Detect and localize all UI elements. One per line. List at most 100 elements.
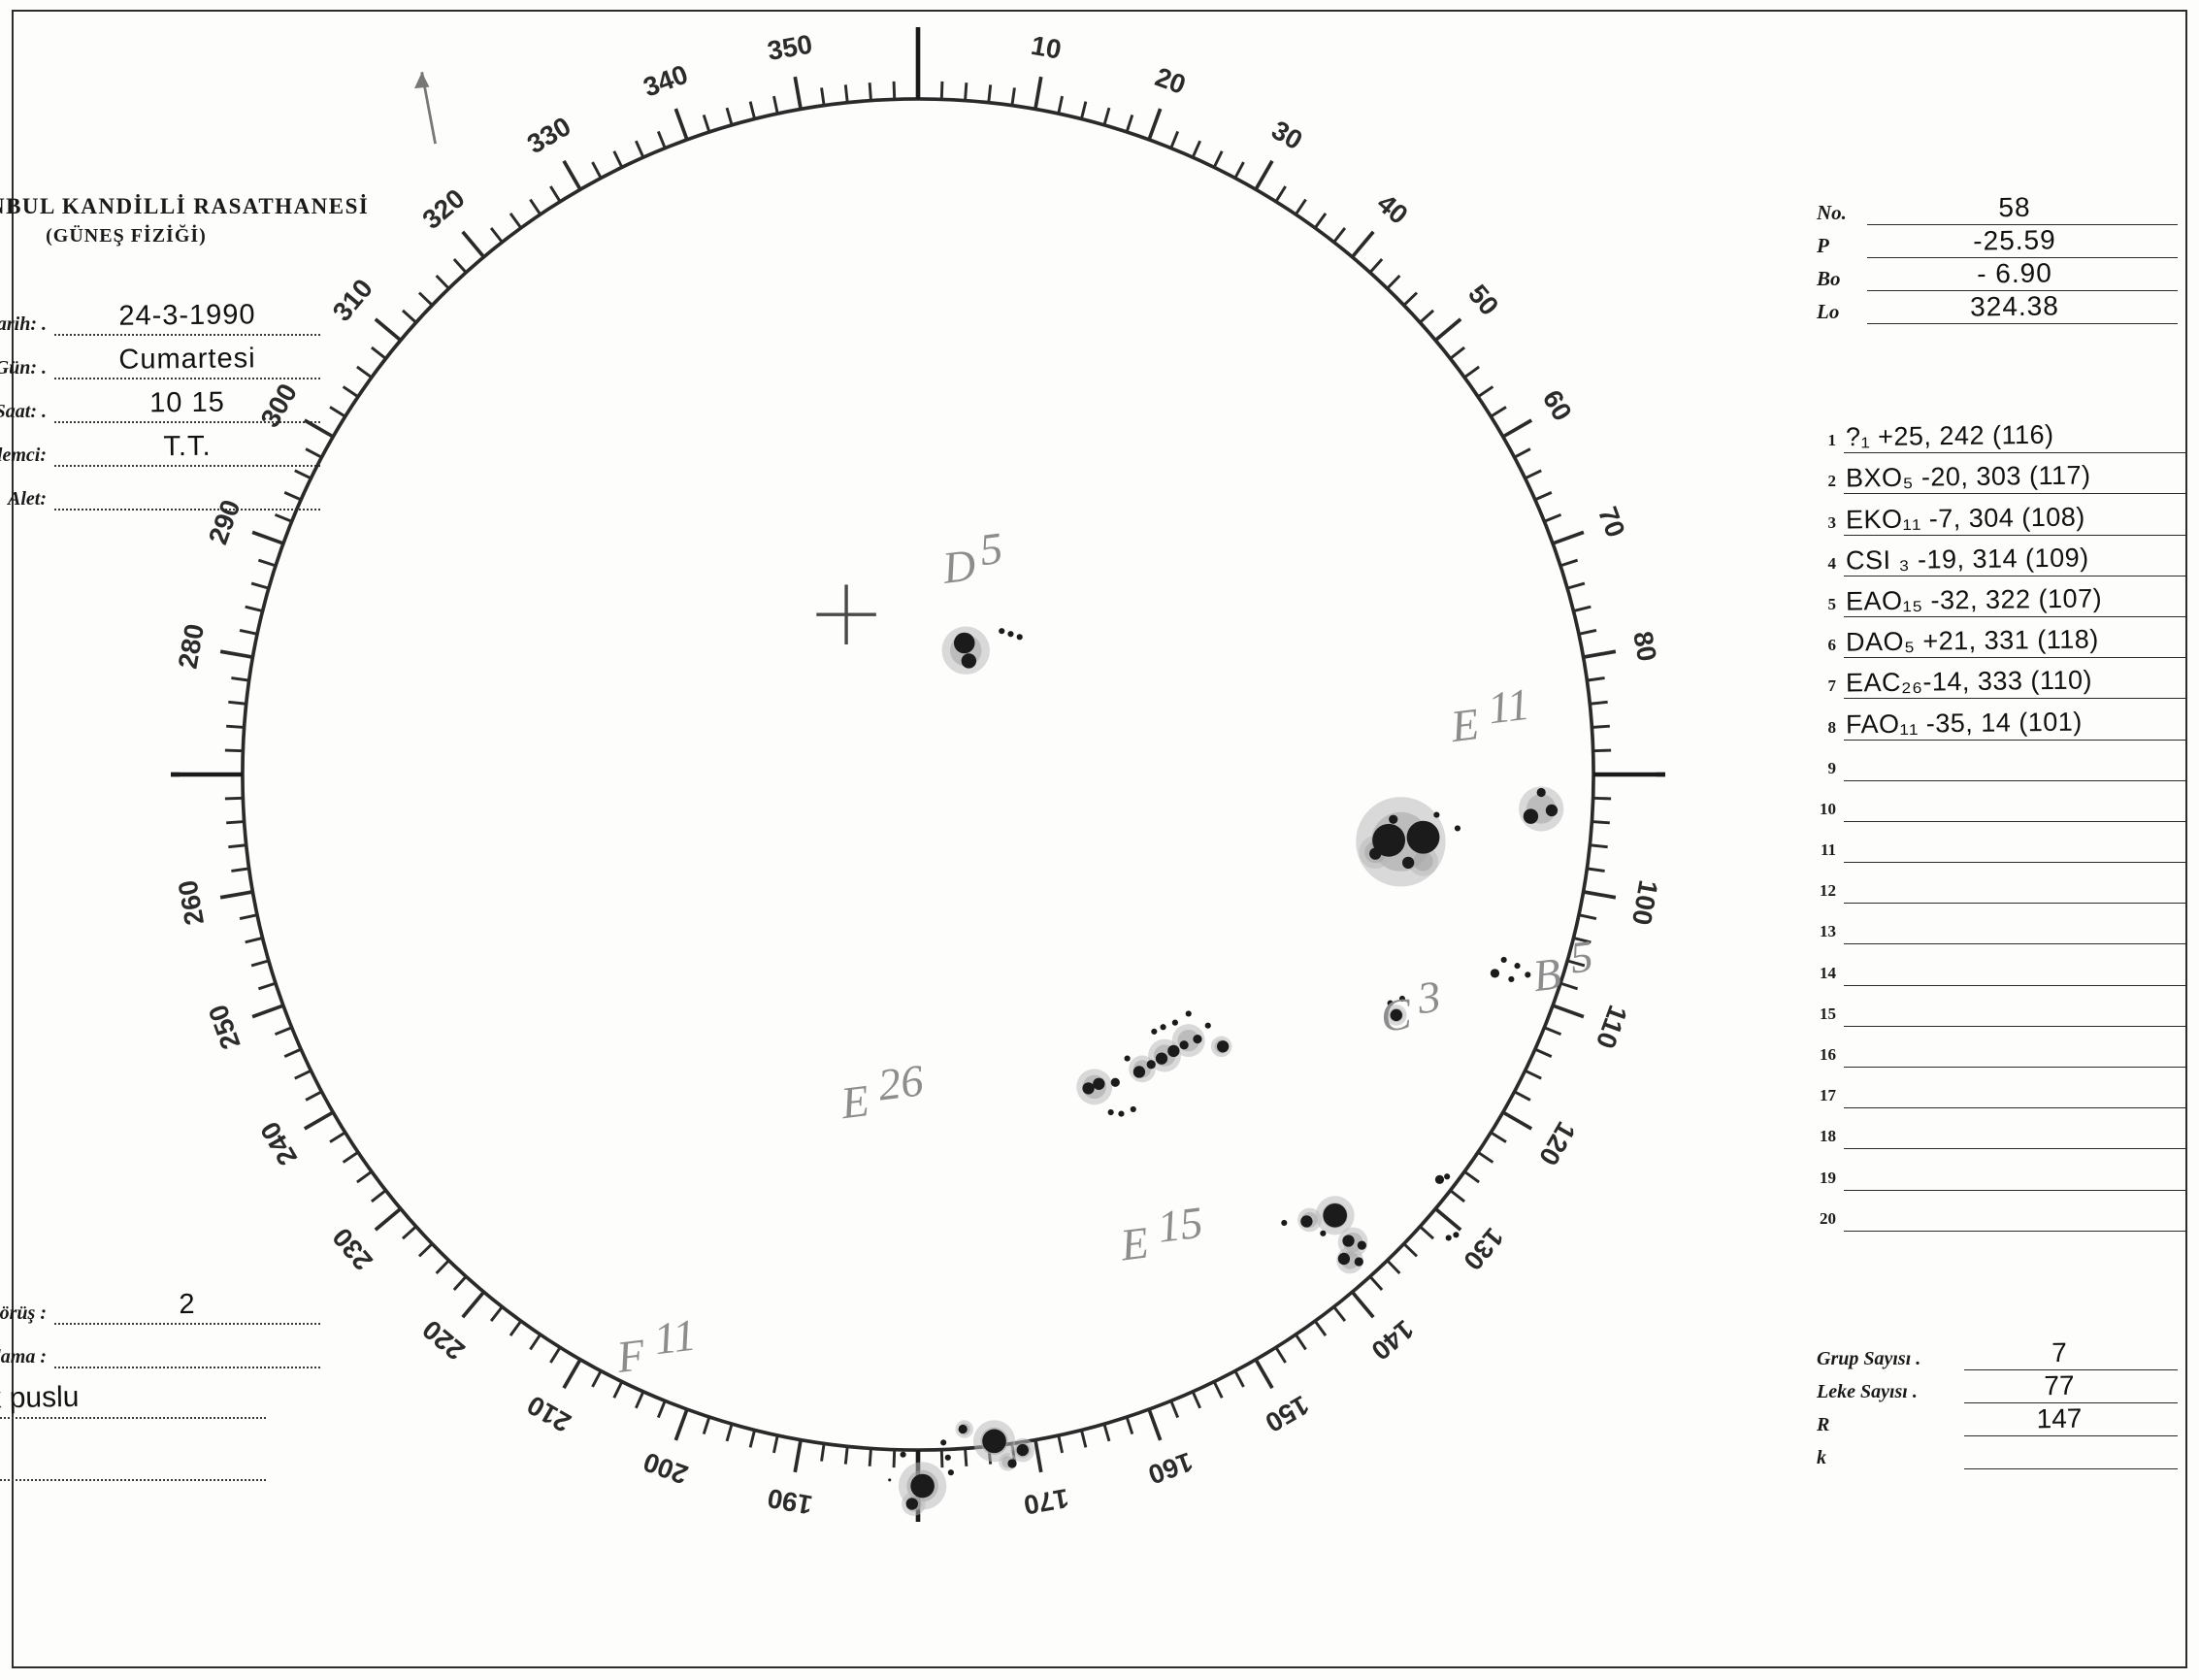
tick-minor bbox=[1566, 581, 1586, 590]
tick-label: 350 bbox=[765, 29, 814, 67]
field-note-line-3[interactable] bbox=[0, 1434, 266, 1481]
group-row-field[interactable]: CSI ₃ -19, 314 (109) bbox=[1844, 539, 2185, 576]
tick-minor bbox=[452, 257, 468, 274]
group-row: 14 bbox=[1807, 944, 2185, 986]
umbra bbox=[1490, 969, 1500, 978]
group-row-field[interactable] bbox=[1844, 825, 2185, 864]
umbra bbox=[905, 1498, 918, 1510]
tick-major bbox=[461, 1291, 485, 1319]
group-row-field[interactable] bbox=[1844, 1030, 2185, 1068]
field-lo[interactable]: 324.38 bbox=[1867, 290, 2178, 324]
field-note[interactable] bbox=[54, 1334, 320, 1368]
group-row-field[interactable]: ?₁ +25, 242 (116) bbox=[1844, 415, 2185, 454]
group-row-field[interactable] bbox=[1844, 1071, 2185, 1109]
group-row-field[interactable] bbox=[1844, 1111, 2185, 1150]
field-seeing[interactable]: 2 bbox=[54, 1289, 320, 1325]
spot-label-count: 11 bbox=[651, 1309, 699, 1364]
group-row-field[interactable] bbox=[1844, 1153, 2185, 1191]
umbra bbox=[1151, 1028, 1158, 1035]
field-bo[interactable]: - 6.90 bbox=[1867, 257, 2178, 291]
tick-minor bbox=[1463, 365, 1480, 379]
field-group-count[interactable]: 7 bbox=[1964, 1337, 2178, 1370]
field-spot-count[interactable]: 77 bbox=[1964, 1370, 2178, 1403]
tick-minor bbox=[250, 581, 270, 590]
field-p[interactable]: -25.59 bbox=[1867, 224, 2178, 258]
tick-minor bbox=[529, 1334, 542, 1351]
tick-minor bbox=[1057, 95, 1064, 115]
tick-minor bbox=[283, 1047, 302, 1058]
tick-minor bbox=[1102, 1423, 1111, 1442]
tick-minor bbox=[549, 1346, 562, 1364]
group-row-field[interactable]: FAO₁₁ -35, 14 (101) bbox=[1844, 703, 2185, 741]
spot-label-count: 15 bbox=[1155, 1198, 1205, 1252]
group-row-number: 16 bbox=[1820, 1045, 1836, 1064]
tick-minor bbox=[1212, 1380, 1224, 1399]
group-row-field[interactable]: BXO₅ -20, 303 (117) bbox=[1844, 456, 2185, 495]
tick-minor bbox=[1543, 1026, 1562, 1037]
field-instrument[interactable] bbox=[54, 476, 320, 511]
tick-minor bbox=[820, 87, 826, 106]
tick-major bbox=[219, 890, 253, 900]
form-row-instrument: Alet: bbox=[0, 467, 320, 511]
tick-major bbox=[562, 159, 582, 191]
tick-minor bbox=[529, 198, 542, 215]
tick-minor bbox=[1125, 114, 1134, 133]
value-bo: - 6.90 bbox=[1976, 257, 2053, 289]
tick-label: 50 bbox=[1462, 279, 1505, 321]
field-no[interactable]: 58 bbox=[1867, 192, 2178, 225]
label-date: Tarih: . bbox=[0, 313, 47, 335]
field-r[interactable]: 147 bbox=[1964, 1403, 2178, 1436]
group-row-field[interactable] bbox=[1844, 784, 2185, 822]
field-note-line-2[interactable]: Çok puslu bbox=[0, 1372, 266, 1419]
tick-label: 240 bbox=[254, 1117, 303, 1171]
field-observer[interactable]: T.T. bbox=[54, 431, 320, 467]
summary-row-r: R 147 bbox=[1817, 1403, 2178, 1436]
tick-major bbox=[1254, 1358, 1274, 1390]
tick-minor bbox=[489, 227, 504, 244]
tick-label: 170 bbox=[1022, 1483, 1071, 1521]
field-date[interactable]: 24-3-1990 bbox=[54, 299, 320, 336]
tick-minor bbox=[1169, 1400, 1180, 1419]
disk-cardinal-marks: N0S180W270E90 bbox=[171, 27, 1665, 1522]
tick-minor bbox=[342, 385, 359, 398]
tick-minor bbox=[294, 1069, 312, 1080]
group-row-field[interactable] bbox=[1844, 743, 2185, 781]
observatory-title: ISTANBUL KANDİLLİ RASATHANESİ bbox=[0, 194, 370, 218]
tick-minor bbox=[250, 959, 270, 968]
group-row-field[interactable]: EAC₂₆-14, 333 (110) bbox=[1844, 661, 2185, 700]
tick-minor bbox=[509, 1320, 523, 1336]
tick-minor bbox=[1592, 724, 1610, 729]
umbra bbox=[1171, 1019, 1178, 1026]
tick-major bbox=[303, 418, 335, 439]
tick-minor bbox=[612, 150, 624, 169]
group-row-field[interactable] bbox=[1844, 948, 2185, 986]
tick-minor bbox=[274, 512, 293, 523]
umbra bbox=[1179, 1040, 1189, 1050]
tick-minor bbox=[1010, 87, 1016, 106]
group-row-field[interactable] bbox=[1844, 866, 2185, 905]
tick-minor bbox=[1057, 1434, 1064, 1454]
umbra bbox=[900, 1451, 906, 1458]
tick-minor bbox=[1559, 981, 1579, 991]
group-row-field[interactable] bbox=[1844, 1194, 2185, 1232]
field-time[interactable]: 10 15 bbox=[54, 387, 320, 423]
group-row-field[interactable] bbox=[1844, 906, 2185, 945]
tick-minor bbox=[435, 1259, 450, 1275]
tick-minor bbox=[329, 406, 346, 418]
group-row-field[interactable]: DAO₅ +21, 331 (118) bbox=[1844, 620, 2185, 659]
field-day[interactable]: Cumartesi bbox=[54, 343, 320, 379]
umbra bbox=[1323, 1202, 1347, 1228]
tick-major bbox=[793, 1439, 803, 1473]
tick-label: 310 bbox=[326, 273, 377, 326]
field-k[interactable] bbox=[1964, 1439, 2178, 1469]
tick-major bbox=[673, 1408, 689, 1441]
tick-minor bbox=[1368, 257, 1384, 274]
label-instrument: Alet: bbox=[8, 488, 47, 510]
tick-label: 280 bbox=[173, 621, 211, 671]
group-row: 11 bbox=[1807, 822, 2185, 864]
group-row-field[interactable]: EKO₁₁ -7, 304 (108) bbox=[1844, 498, 2185, 536]
group-row-field[interactable]: EAO₁₅ -32, 322 (107) bbox=[1844, 579, 2185, 617]
group-row-field[interactable] bbox=[1844, 989, 2185, 1027]
tick-major bbox=[1552, 1004, 1585, 1019]
umbra bbox=[1082, 1082, 1095, 1095]
